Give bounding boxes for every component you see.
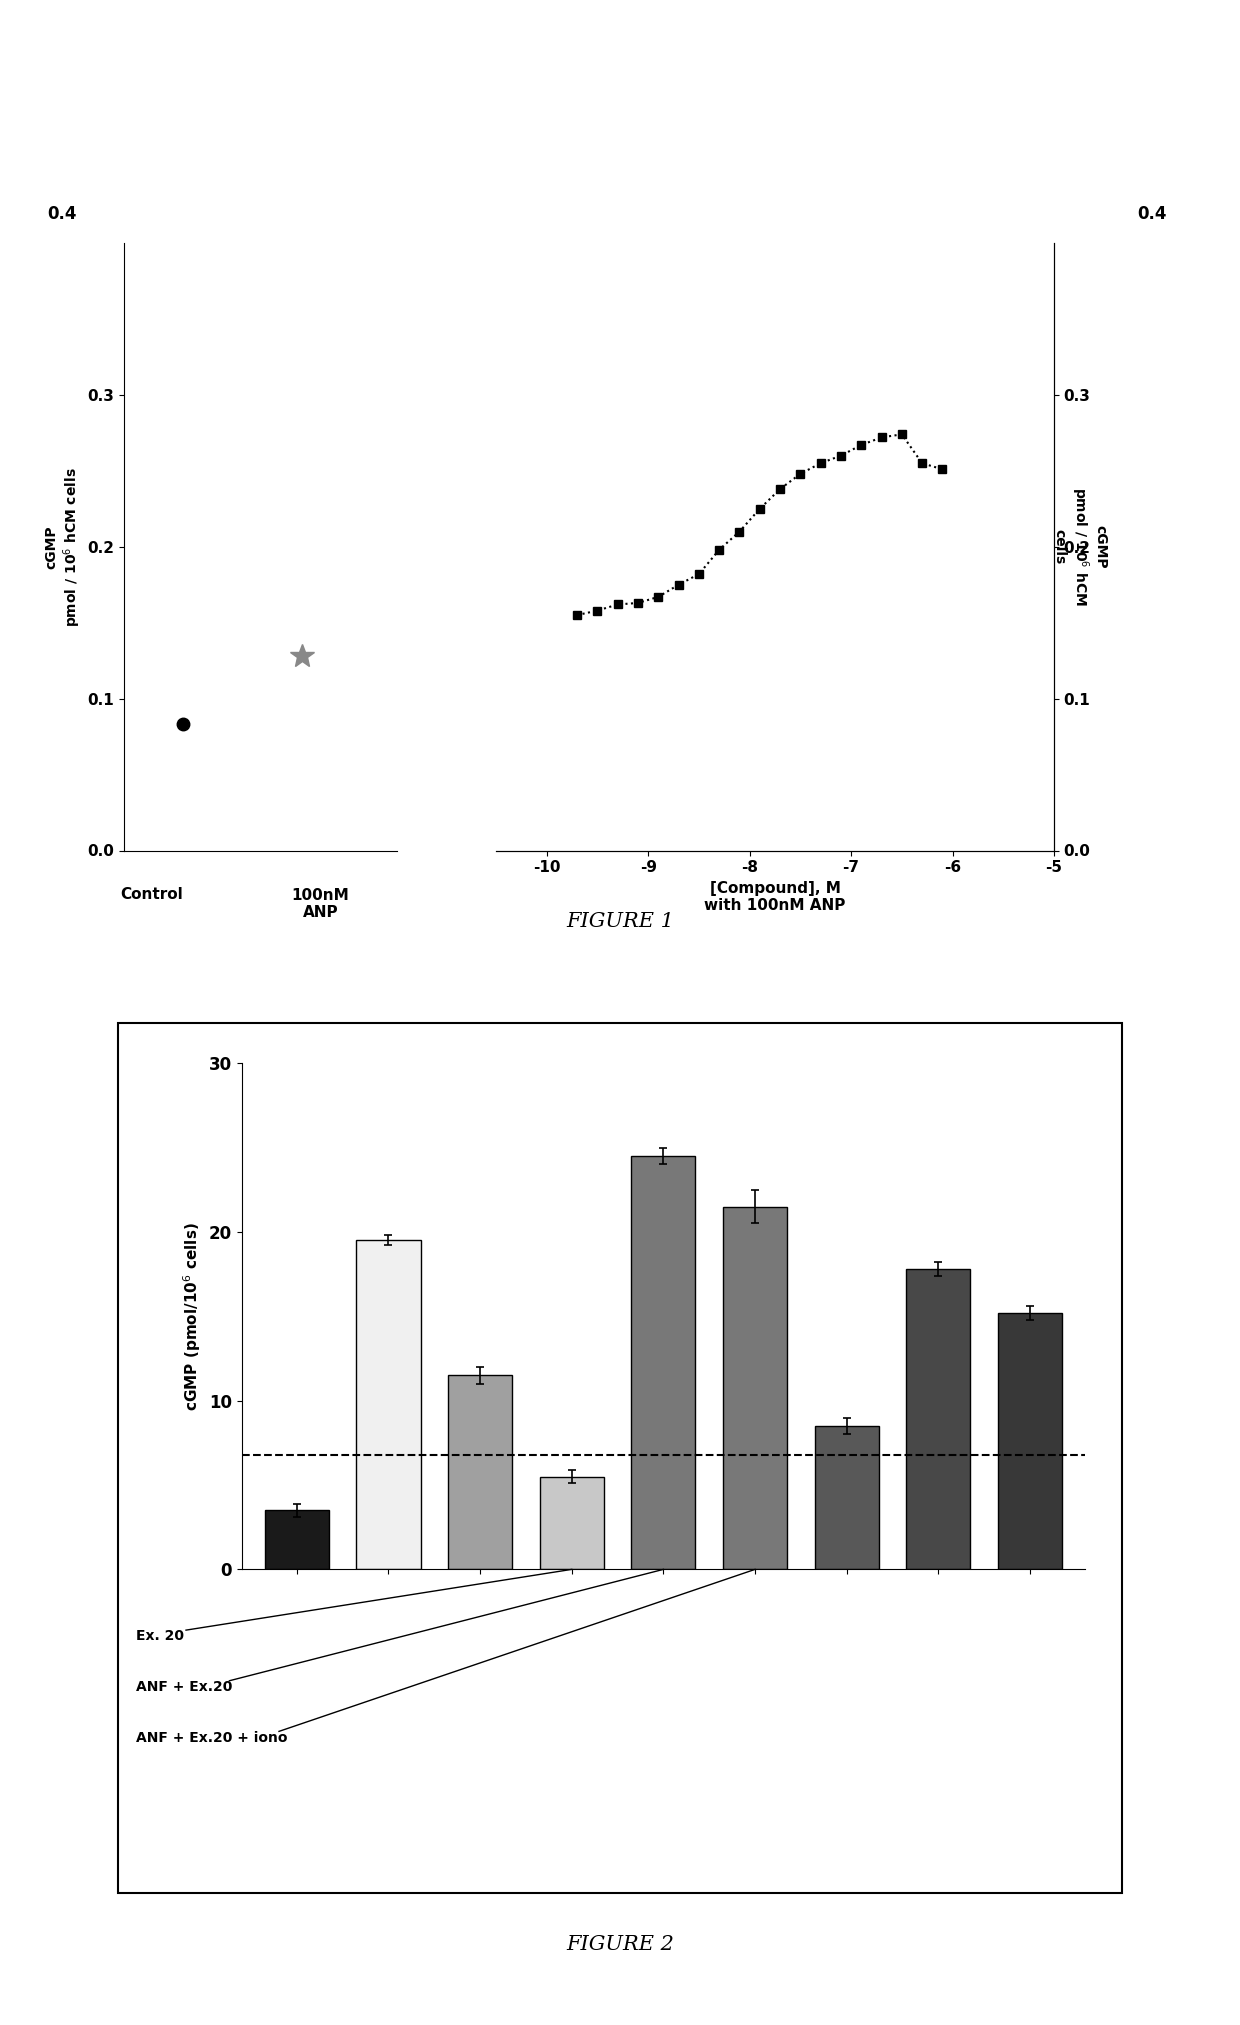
X-axis label: [Compound], M
with 100nM ANP: [Compound], M with 100nM ANP	[704, 881, 846, 913]
Y-axis label: cGMP
pmol / 10$^6$ hCM cells: cGMP pmol / 10$^6$ hCM cells	[45, 468, 83, 626]
Text: ANF + Ex.20: ANF + Ex.20	[136, 1681, 233, 1693]
Bar	[998, 1312, 1063, 1569]
Text: ANF + Ex.20 + iono: ANF + Ex.20 + iono	[136, 1731, 288, 1744]
Text: 0.4: 0.4	[1137, 205, 1167, 223]
Text: Ex. 20: Ex. 20	[136, 1630, 185, 1642]
Bar	[906, 1270, 971, 1569]
Bar	[539, 1476, 604, 1569]
Text: 100nM
ANP: 100nM ANP	[291, 887, 350, 919]
Bar	[723, 1207, 787, 1569]
Text: Control: Control	[120, 887, 182, 901]
Text: FIGURE 2: FIGURE 2	[567, 1934, 673, 1954]
Bar	[356, 1239, 420, 1569]
Text: FIGURE 1: FIGURE 1	[567, 911, 673, 932]
Text: 0.4: 0.4	[47, 205, 77, 223]
Y-axis label: cGMP (pmol/10$^6$ cells): cGMP (pmol/10$^6$ cells)	[182, 1221, 203, 1411]
Bar	[815, 1426, 879, 1569]
Bar	[448, 1375, 512, 1569]
Y-axis label: cGMP
pmol / 10$^6$ hCM
cells: cGMP pmol / 10$^6$ hCM cells	[1053, 488, 1107, 605]
Bar	[631, 1156, 696, 1569]
Bar	[264, 1511, 329, 1569]
